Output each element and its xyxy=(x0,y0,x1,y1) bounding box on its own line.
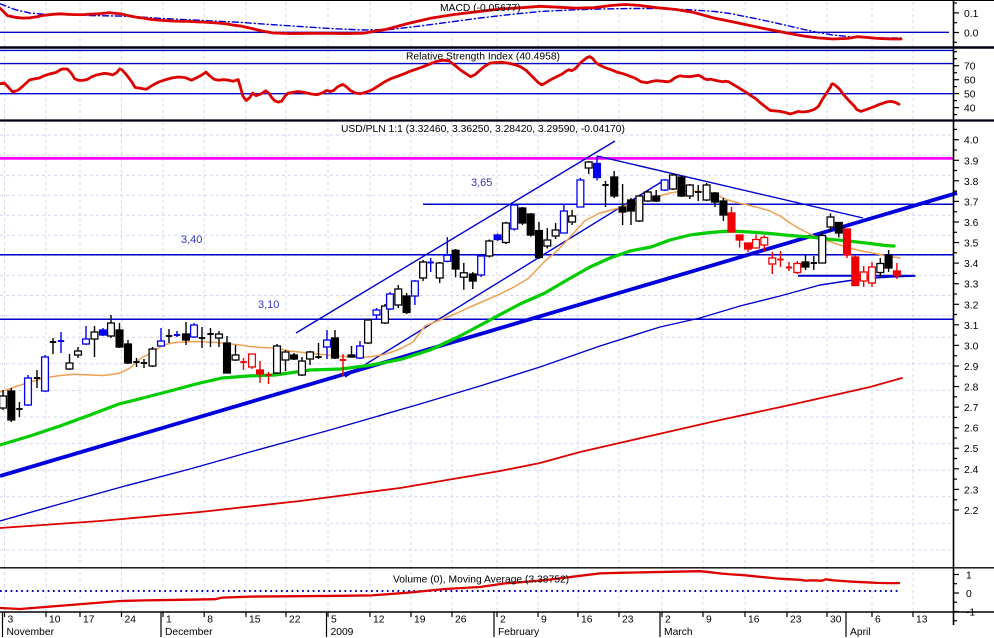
svg-text:60: 60 xyxy=(964,76,976,87)
svg-text:8: 8 xyxy=(207,615,213,626)
svg-text:9: 9 xyxy=(541,615,547,626)
svg-text:24: 24 xyxy=(125,615,137,626)
svg-text:2.7: 2.7 xyxy=(964,403,979,414)
svg-text:9: 9 xyxy=(706,615,712,626)
svg-text:4.0: 4.0 xyxy=(964,136,979,147)
svg-text:70: 70 xyxy=(964,62,976,73)
svg-text:16: 16 xyxy=(748,615,760,626)
svg-text:3.0: 3.0 xyxy=(964,341,979,352)
svg-text:3.5: 3.5 xyxy=(964,239,979,250)
svg-text:2.5: 2.5 xyxy=(964,444,979,455)
svg-text:1: 1 xyxy=(166,615,172,626)
svg-text:3.9: 3.9 xyxy=(964,156,979,167)
svg-text:30: 30 xyxy=(830,615,842,626)
svg-text:2: 2 xyxy=(665,615,671,626)
svg-text:MACD (-0.05677): MACD (-0.05677) xyxy=(440,3,521,14)
svg-text:15: 15 xyxy=(249,615,261,626)
svg-text:March: March xyxy=(664,627,693,638)
svg-text:3.1: 3.1 xyxy=(964,321,979,332)
svg-text:2.4: 2.4 xyxy=(964,465,979,476)
svg-text:2.8: 2.8 xyxy=(964,383,979,394)
svg-text:-1: -1 xyxy=(966,608,975,619)
svg-text:3,40: 3,40 xyxy=(181,234,202,246)
svg-text:19: 19 xyxy=(414,615,426,626)
svg-text:17: 17 xyxy=(83,615,95,626)
svg-text:26: 26 xyxy=(455,615,467,626)
svg-text:22: 22 xyxy=(289,615,301,626)
svg-text:Relative Strength Index (40.49: Relative Strength Index (40.4958) xyxy=(406,52,560,63)
svg-text:1: 1 xyxy=(966,571,972,582)
svg-text:3.6: 3.6 xyxy=(964,218,979,229)
svg-text:2.9: 2.9 xyxy=(964,362,979,373)
svg-text:0: 0 xyxy=(966,589,972,600)
svg-text:2009: 2009 xyxy=(331,627,354,638)
svg-text:0.0: 0.0 xyxy=(964,29,979,40)
svg-text:5: 5 xyxy=(331,615,337,626)
svg-text:3.4: 3.4 xyxy=(964,259,979,270)
svg-text:40: 40 xyxy=(964,104,976,115)
svg-text:3.7: 3.7 xyxy=(964,197,979,208)
svg-text:50: 50 xyxy=(964,90,976,101)
svg-text:0.1: 0.1 xyxy=(964,9,979,20)
svg-text:April: April xyxy=(850,627,871,638)
svg-text:November: November xyxy=(7,627,55,638)
svg-text:2.2: 2.2 xyxy=(964,506,979,517)
svg-text:February: February xyxy=(498,627,540,638)
svg-text:10: 10 xyxy=(49,615,61,626)
svg-text:3.8: 3.8 xyxy=(964,177,979,188)
svg-text:Volume (0), Moving Average (3.: Volume (0), Moving Average (3.38752) xyxy=(393,575,569,586)
svg-text:6: 6 xyxy=(875,615,881,626)
svg-text:3.2: 3.2 xyxy=(964,300,979,311)
svg-text:3: 3 xyxy=(8,615,14,626)
svg-text:3,65: 3,65 xyxy=(471,177,492,189)
svg-text:13: 13 xyxy=(916,615,928,626)
svg-text:16: 16 xyxy=(581,615,593,626)
svg-text:3,10: 3,10 xyxy=(258,299,279,311)
svg-text:2: 2 xyxy=(500,615,506,626)
svg-text:December: December xyxy=(165,627,213,638)
svg-text:23: 23 xyxy=(790,615,802,626)
svg-text:23: 23 xyxy=(622,615,634,626)
svg-text:2.3: 2.3 xyxy=(964,485,979,496)
svg-text:12: 12 xyxy=(373,615,385,626)
svg-text:3.3: 3.3 xyxy=(964,280,979,291)
svg-text:2.6: 2.6 xyxy=(964,424,979,435)
svg-text:USD/PLN 1:1 (3.32460, 3.36250,: USD/PLN 1:1 (3.32460, 3.36250, 3.28420, … xyxy=(341,124,625,135)
